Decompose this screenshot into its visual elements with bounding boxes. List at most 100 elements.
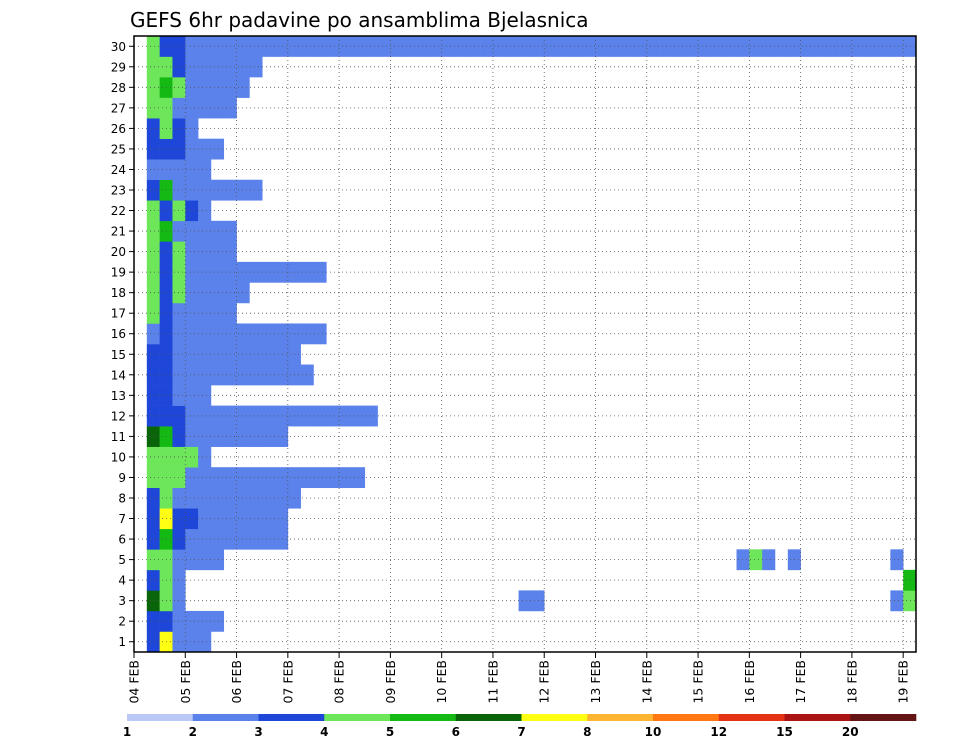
- heatmap-cell: [339, 467, 353, 489]
- heatmap-cell: [390, 36, 404, 57]
- heatmap-cell: [249, 179, 263, 201]
- heatmap-cell: [172, 77, 186, 98]
- heatmap-cell: [146, 220, 160, 242]
- heatmap-cell: [198, 385, 212, 406]
- heatmap-cell: [518, 590, 532, 612]
- x-tick-label: 18 FEB: [844, 660, 859, 704]
- heatmap-cell: [698, 36, 712, 57]
- heatmap-cell: [146, 446, 160, 468]
- heatmap-cell: [146, 528, 160, 550]
- colorbar-segment: [587, 714, 654, 721]
- heatmap-cell: [210, 138, 225, 160]
- heatmap-cell: [275, 405, 289, 427]
- y-tick-label: 16: [111, 327, 126, 341]
- heatmap-cell: [467, 36, 481, 57]
- heatmap-cell: [198, 549, 212, 571]
- heatmap-cell: [800, 36, 814, 57]
- heatmap-cell: [198, 56, 212, 78]
- y-tick-label: 10: [111, 450, 126, 464]
- heatmap-cell: [210, 241, 225, 263]
- y-tick-label: 27: [111, 101, 126, 115]
- heatmap-cell: [236, 405, 250, 427]
- heatmap-cell: [146, 159, 160, 181]
- heatmap-cell: [172, 323, 186, 345]
- heatmap-cell: [339, 36, 353, 57]
- heatmap-cell: [249, 36, 263, 57]
- heatmap-cell: [185, 97, 199, 119]
- heatmap-cell: [172, 364, 186, 386]
- y-tick-label: 30: [111, 40, 126, 54]
- heatmap-cell: [146, 426, 160, 447]
- heatmap-cell: [146, 77, 160, 98]
- heatmap-cell: [198, 405, 212, 427]
- heatmap-cell: [185, 77, 199, 98]
- heatmap-cell: [210, 302, 225, 324]
- heatmap-cell: [172, 405, 186, 427]
- y-axis: 1234567891011121314151617181920212223242…: [111, 40, 134, 649]
- grid-lines: [134, 36, 916, 652]
- x-tick-label: 19 FEB: [896, 660, 911, 704]
- heatmap-cell: [198, 323, 212, 345]
- heatmap-cell: [236, 487, 250, 509]
- heatmap-cell: [249, 467, 263, 489]
- heatmap-cell: [185, 159, 199, 181]
- heatmap-cell: [313, 36, 327, 57]
- heatmap-cell: [736, 549, 750, 571]
- colorbar-label: 3: [254, 725, 262, 739]
- y-tick-label: 20: [111, 245, 126, 259]
- heatmap-cell: [146, 631, 160, 653]
- heatmap-cell: [210, 56, 225, 78]
- x-tick-label: 13 FEB: [588, 660, 603, 704]
- heatmap-cell: [762, 549, 776, 571]
- y-tick-label: 1: [118, 635, 126, 649]
- heatmap-cell: [172, 590, 186, 612]
- colorbar-segment: [258, 714, 325, 721]
- heatmap-cell: [198, 631, 212, 653]
- heatmap-cell: [813, 36, 827, 57]
- heatmap-cell: [185, 118, 199, 139]
- heatmap-cell: [210, 77, 225, 98]
- y-tick-label: 9: [118, 471, 126, 485]
- heatmap-cell: [749, 36, 763, 57]
- heatmap-cell: [198, 220, 212, 242]
- heatmap-cell: [185, 282, 199, 304]
- heatmap-cell: [185, 405, 199, 427]
- heatmap-cell: [877, 36, 891, 57]
- heatmap-cell: [275, 528, 289, 550]
- heatmap-cell: [864, 36, 878, 57]
- heatmap-cell: [146, 549, 160, 571]
- heatmap-cell: [172, 282, 186, 304]
- heatmap-cell: [685, 36, 699, 57]
- heatmap-cell: [185, 36, 199, 57]
- heatmap-cell: [172, 569, 186, 591]
- heatmap-cell: [210, 179, 225, 201]
- heatmap-cell: [172, 631, 186, 653]
- heatmap-cell: [198, 77, 212, 98]
- heatmap-cell: [890, 590, 904, 612]
- x-tick-label: 15 FEB: [691, 660, 706, 704]
- colorbar-segment: [324, 714, 391, 721]
- colorbar-label: 10: [645, 725, 662, 739]
- heatmap-cell: [236, 528, 250, 550]
- plot-frame: [133, 35, 917, 653]
- heatmap-cell: [275, 364, 289, 386]
- heatmap-cell: [172, 344, 186, 365]
- heatmap-cell: [210, 467, 225, 489]
- heatmap-cell: [198, 364, 212, 386]
- heatmap-cell: [172, 138, 186, 160]
- heatmap-cell: [198, 179, 212, 201]
- heatmap-cell: [236, 508, 250, 530]
- heatmap-cell: [210, 528, 225, 550]
- heatmap-cell: [185, 302, 199, 324]
- x-tick-label: 08 FEB: [332, 660, 347, 704]
- y-tick-label: 28: [111, 81, 126, 95]
- y-tick-label: 21: [111, 225, 126, 239]
- heatmap-cell: [185, 426, 199, 447]
- heatmap-cell: [621, 36, 635, 57]
- y-tick-label: 2: [118, 615, 126, 629]
- heatmap-cell: [492, 36, 507, 57]
- heatmap-cell: [403, 36, 417, 57]
- heatmap-cell: [210, 487, 225, 509]
- y-tick-label: 29: [111, 60, 126, 74]
- heatmap-cell: [146, 200, 160, 222]
